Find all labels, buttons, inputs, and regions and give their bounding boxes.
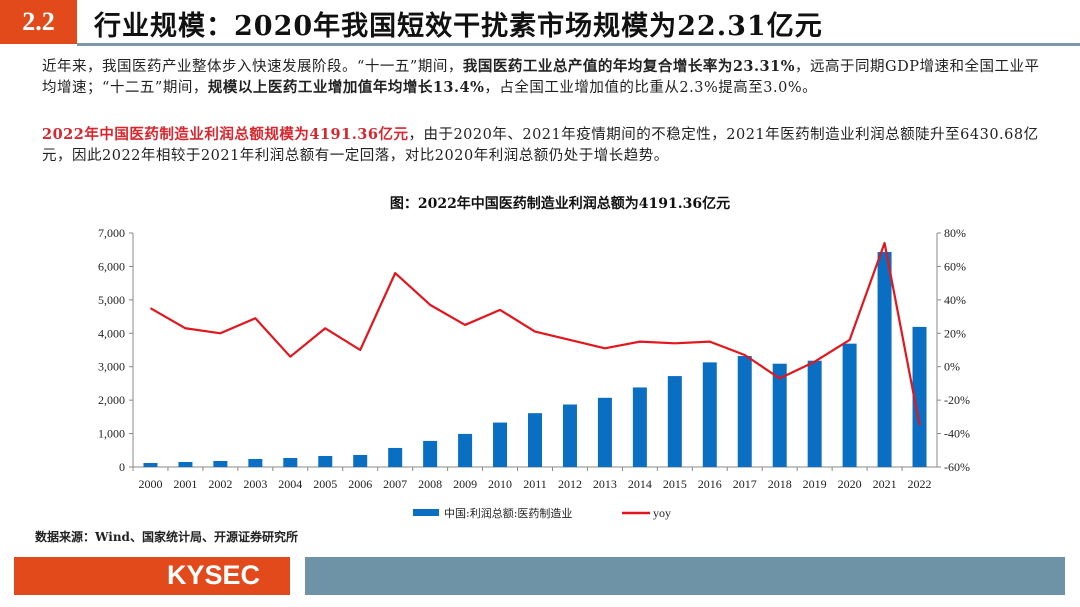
bar [353, 454, 368, 467]
bar [772, 363, 787, 467]
text-segment: 规模以上医药工业增加值年均增长13.4% [207, 78, 485, 96]
x-tick-label: 2017 [733, 477, 757, 491]
left-tick-label: 0 [119, 460, 125, 474]
footer-brand-bar: KYSEC [14, 557, 290, 595]
page-title: 行业规模：2020年我国短效干扰素市场规模为22.31亿元 [94, 11, 823, 42]
right-tick-label: 80% [944, 226, 966, 240]
kysec-logo: KYSEC [166, 560, 260, 590]
text-segment: ，由于2020年、2021年疫情期间的不稳定性，2021年医药制造业利润总额陡升… [42, 127, 1039, 164]
section-number: 2.2 [0, 0, 77, 44]
bar [877, 252, 892, 467]
left-tick-label: 4,000 [98, 326, 125, 340]
bar [528, 413, 542, 467]
left-tick-label: 7,000 [98, 226, 125, 240]
x-tick-label: 2001 [173, 477, 197, 491]
bar [213, 460, 228, 467]
right-tick-label: 0% [944, 360, 960, 374]
right-tick-label: -60% [944, 460, 970, 474]
x-tick-label: 2019 [803, 477, 827, 491]
bar [248, 458, 263, 467]
x-tick-label: 2009 [453, 477, 477, 491]
left-tick-label: 1,000 [98, 427, 125, 441]
bar [283, 457, 298, 467]
bar [667, 376, 682, 467]
text-segment: ，占全国工业增加值的比重从2.3%提高至3.0%。 [484, 79, 818, 96]
bar [807, 360, 822, 467]
x-tick-label: 2016 [698, 477, 722, 491]
data-source: 数据来源：Wind、国家统计局、开源证券研究所 [35, 530, 298, 544]
x-tick-label: 2008 [418, 477, 442, 491]
paragraph-1: 近年来，我国医药产业整体步入快速发展阶段。“十一五”期间，我国医药工业总产值的年… [42, 57, 1052, 98]
x-tick-label: 2022 [908, 477, 932, 491]
text-segment: 我国医药工业总产值的年均复合增长率为23.31% [462, 58, 796, 75]
bar [318, 455, 333, 467]
right-tick-label: 40% [944, 293, 966, 307]
bar [458, 433, 473, 467]
legend-label-line: yoy [653, 506, 671, 520]
right-tick-label: -20% [944, 393, 970, 407]
x-tick-label: 2007 [383, 477, 407, 491]
x-tick-label: 2004 [278, 477, 302, 491]
x-tick-label: 2003 [243, 477, 267, 491]
right-tick-label: -40% [944, 427, 970, 441]
left-tick-label: 6,000 [98, 259, 125, 273]
bar [143, 462, 158, 467]
text-segment: 近年来，我国医药产业整体步入快速发展阶段。“十一五”期间， [42, 59, 463, 75]
left-tick-label: 3,000 [98, 360, 125, 374]
legend-label-bar: 中国:利润总额:医药制造业 [444, 506, 572, 520]
bar [597, 397, 612, 467]
x-tick-label: 2000 [138, 477, 162, 491]
bar [842, 343, 857, 467]
right-tick-label: 60% [944, 259, 966, 273]
x-tick-label: 2002 [208, 477, 232, 491]
bar [737, 356, 752, 467]
bar [493, 422, 508, 467]
bar [388, 447, 403, 467]
yoy-line [149, 241, 921, 426]
bar [702, 362, 717, 467]
profit-chart: 图：2022年中国医药制造业利润总额为4191.36亿元 0 1,000 2,000 3… [98, 195, 970, 520]
bar [562, 404, 577, 467]
text-segment: ，远高于同期GDP增速和全国工业平均增速；“十二五”期间， [42, 59, 1040, 96]
left-tick-label: 2,000 [98, 393, 125, 407]
x-tick-label: 2006 [348, 477, 372, 491]
legend-swatch-bar [413, 509, 439, 516]
x-tick-label: 2013 [593, 477, 617, 491]
text-segment: 2022年中国医药制造业利润总额规模为4191.36亿元 [42, 126, 409, 143]
bar [912, 326, 927, 467]
paragraph-2: 2022年中国医药制造业利润总额规模为4191.36亿元，由于2020年、202… [42, 125, 1052, 166]
x-tick-label: 2011 [523, 477, 547, 491]
footer-bar [305, 557, 1065, 595]
x-tick-label: 2015 [663, 477, 687, 491]
x-tick-label: 2020 [838, 477, 862, 491]
header-divider [77, 43, 1080, 46]
left-tick-label: 5,000 [98, 293, 125, 307]
right-tick-label: 20% [944, 326, 966, 340]
x-tick-label: 2021 [873, 477, 897, 491]
bar [423, 440, 438, 467]
x-tick-label: 2012 [558, 477, 582, 491]
x-tick-label: 2010 [488, 477, 512, 491]
bar [178, 461, 193, 467]
chart-title: 图：2022年中国医药制造业利润总额为4191.36亿元 [390, 195, 730, 212]
x-tick-label: 2018 [768, 477, 792, 491]
x-tick-label: 2005 [313, 477, 337, 491]
bar [632, 387, 647, 467]
x-tick-label: 2014 [628, 477, 652, 491]
